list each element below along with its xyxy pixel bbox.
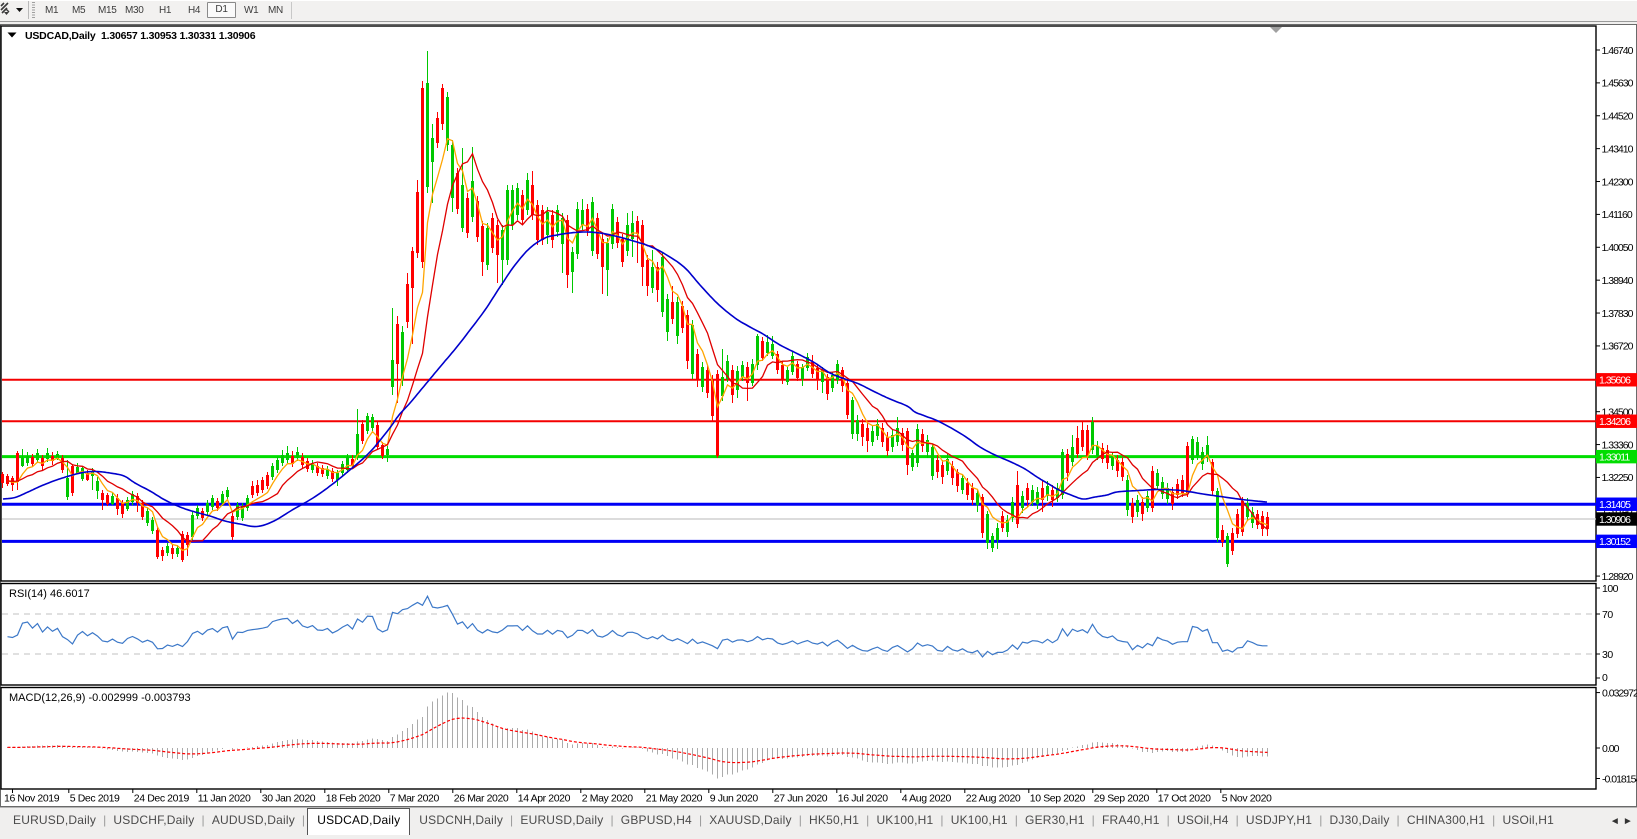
svg-text:2 May 2020: 2 May 2020 — [582, 793, 633, 805]
svg-text:1.31405: 1.31405 — [1599, 499, 1631, 511]
svg-text:10 Sep 2020: 10 Sep 2020 — [1030, 793, 1086, 805]
svg-text:1.30906: 1.30906 — [1599, 514, 1631, 526]
svg-text:1.38940: 1.38940 — [1602, 275, 1634, 287]
svg-text:24 Dec 2019: 24 Dec 2019 — [134, 793, 190, 805]
svg-text:17 Oct 2020: 17 Oct 2020 — [1158, 793, 1211, 805]
svg-text:30: 30 — [1602, 649, 1613, 661]
svg-text:1.44520: 1.44520 — [1602, 111, 1634, 123]
svg-text:5 Dec 2019: 5 Dec 2019 — [70, 793, 120, 805]
svg-text:RSI(14) 46.6017: RSI(14) 46.6017 — [9, 588, 90, 600]
svg-text:1.32250: 1.32250 — [1602, 472, 1634, 484]
svg-text:1.28920: 1.28920 — [1602, 571, 1634, 583]
svg-text:1.42300: 1.42300 — [1602, 176, 1634, 188]
svg-text:1.35606: 1.35606 — [1599, 375, 1631, 387]
svg-text:-0.018154: -0.018154 — [1602, 774, 1637, 786]
svg-text:18 Feb 2020: 18 Feb 2020 — [326, 793, 381, 805]
svg-text:9 Jun 2020: 9 Jun 2020 — [710, 793, 759, 805]
svg-text:0.032972: 0.032972 — [1602, 688, 1637, 700]
svg-text:16 Nov 2019: 16 Nov 2019 — [4, 793, 60, 805]
svg-text:22 Aug 2020: 22 Aug 2020 — [966, 793, 1021, 805]
svg-text:1.46740: 1.46740 — [1602, 45, 1634, 57]
svg-text:1.36720: 1.36720 — [1602, 341, 1634, 353]
svg-text:21 May 2020: 21 May 2020 — [646, 793, 703, 805]
svg-text:1.43410: 1.43410 — [1602, 143, 1634, 155]
svg-text:0: 0 — [1602, 672, 1608, 684]
svg-text:1.41160: 1.41160 — [1602, 209, 1633, 221]
svg-text:1.45630: 1.45630 — [1602, 78, 1634, 90]
svg-text:27 Jun 2020: 27 Jun 2020 — [774, 793, 828, 805]
svg-text:1.33011: 1.33011 — [1599, 451, 1630, 463]
svg-text:1.37830: 1.37830 — [1602, 308, 1634, 320]
svg-text:1.40050: 1.40050 — [1602, 242, 1634, 254]
svg-text:30 Jan 2020: 30 Jan 2020 — [262, 793, 316, 805]
svg-text:1.33360: 1.33360 — [1602, 439, 1634, 451]
svg-text:100: 100 — [1602, 583, 1619, 595]
svg-text:1.30152: 1.30152 — [1599, 536, 1631, 548]
svg-text:29 Sep 2020: 29 Sep 2020 — [1094, 793, 1150, 805]
svg-text:MACD(12,26,9) -0.002999 -0.003: MACD(12,26,9) -0.002999 -0.003793 — [9, 692, 191, 704]
svg-text:14 Apr 2020: 14 Apr 2020 — [518, 793, 571, 805]
svg-text:7 Mar 2020: 7 Mar 2020 — [390, 793, 440, 805]
svg-text:70: 70 — [1602, 609, 1613, 621]
svg-text:0.00: 0.00 — [1602, 743, 1620, 755]
svg-text:5 Nov 2020: 5 Nov 2020 — [1222, 793, 1272, 805]
svg-text:1.34206: 1.34206 — [1599, 416, 1631, 428]
svg-text:4 Aug 2020: 4 Aug 2020 — [902, 793, 952, 805]
svg-text:26 Mar 2020: 26 Mar 2020 — [454, 793, 509, 805]
svg-text:USDCAD,Daily 1.30657 1.30953: USDCAD,Daily 1.30657 1.30953 1.30331 1.3… — [25, 30, 256, 42]
svg-text:11 Jan 2020: 11 Jan 2020 — [198, 793, 251, 805]
svg-text:16 Jul 2020: 16 Jul 2020 — [838, 793, 888, 805]
